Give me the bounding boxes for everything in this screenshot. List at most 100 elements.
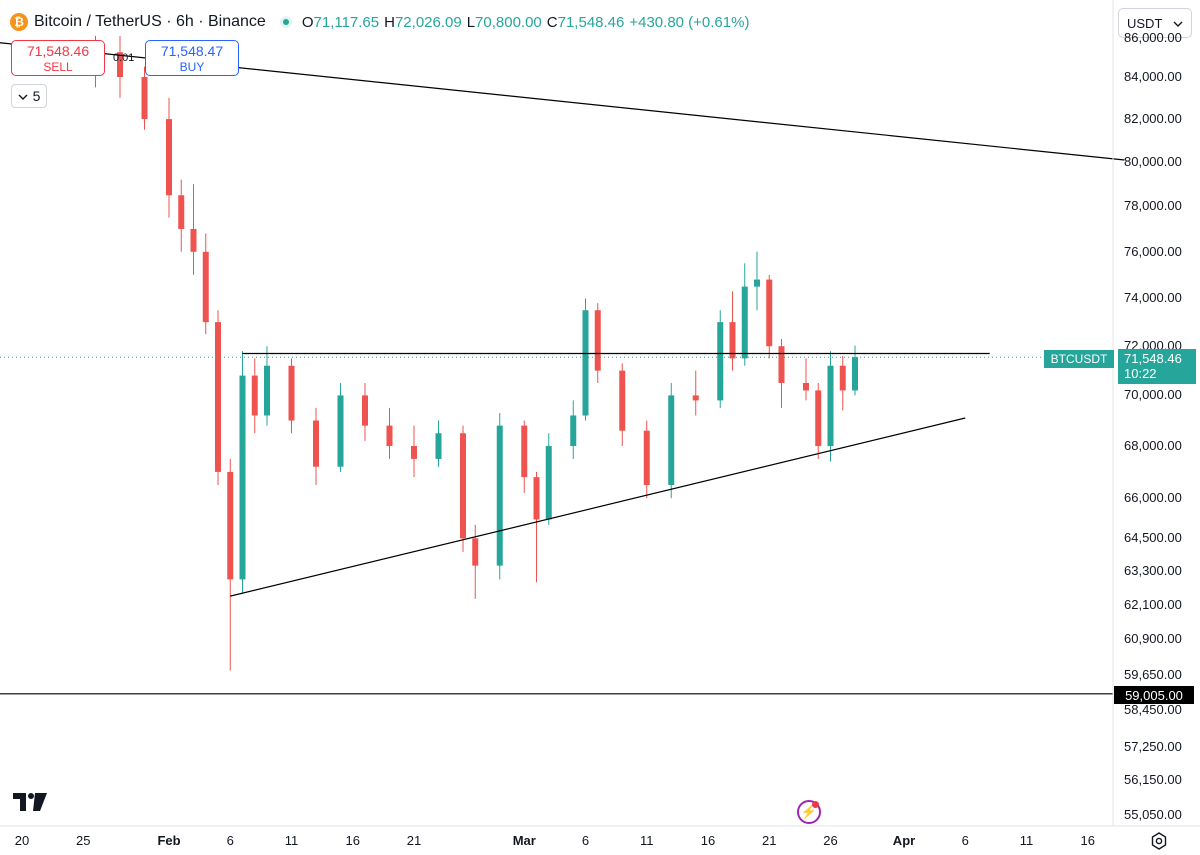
candle [227,458,234,671]
candle [668,382,675,499]
symbol-header[interactable]: ₿ Bitcoin / TetherUS · 6h · Binance O 71,… [10,10,749,34]
candle [521,420,528,493]
price-tick-label: 59,650.00 [1124,666,1182,682]
price-tick-label: 56,150.00 [1124,772,1182,788]
price-tick-label: 55,050.00 [1124,807,1182,822]
candle-body [313,420,319,467]
candle-body [472,538,479,566]
bar-countdown: 10:22 [1124,366,1157,381]
chevron-down-icon [1173,16,1183,31]
candle-body [386,425,393,447]
price-tick-label: 57,250.00 [1124,738,1182,754]
candle-body [239,375,246,580]
sell-label: SELL [43,60,73,74]
candle-body [178,195,185,229]
price-tick-label: 63,300.00 [1124,563,1182,579]
candle-body [411,446,417,459]
price-tick-label: 82,000.00 [1124,111,1182,127]
candle [215,310,221,485]
time-tick-label: 26 [823,833,838,848]
candle-body [570,415,577,447]
bitcoin-coin-icon: ₿ [10,13,28,31]
candle [594,303,601,383]
gear-icon[interactable] [1150,832,1168,850]
candle [411,425,417,478]
candle-body [594,310,601,371]
candle-body [741,286,748,359]
candle [570,400,577,459]
candle [264,346,270,426]
candle [545,433,552,525]
price-tick-label: 86,000.00 [1124,30,1182,45]
candle-body [264,365,270,416]
candle [741,263,748,366]
time-tick-label: 21 [762,833,777,848]
close-label: C [546,13,558,31]
last-price: 71,548.46 [1124,351,1182,366]
low-value: 70,800.00 [475,13,542,31]
candle-body [251,375,258,416]
tradingview-logo-icon[interactable] [13,793,47,816]
time-tick-label: 11 [284,833,299,848]
last-price-badge: 71,548.46 10:22 [1118,349,1196,384]
candle [839,355,846,411]
candle-body [337,395,344,467]
candle-body [141,77,148,120]
candle [313,407,319,485]
price-tick-label: 76,000.00 [1124,243,1182,259]
candle [533,471,540,583]
horizontal-line-price-badge: 59,005.00 [1114,686,1194,704]
orders-count: 5 [32,88,41,104]
candle [692,370,699,416]
close-value: 71,548.46 [557,13,625,31]
candle [460,425,466,552]
price-tick-label: 68,000.00 [1124,438,1182,454]
candle [239,351,246,594]
trendline-ascending-support[interactable] [230,417,966,597]
candle [754,251,760,311]
open-value: 71,117.65 [313,13,380,31]
candle [337,382,344,472]
time-tick-label: 11 [1019,833,1034,848]
candle-body [803,382,809,391]
candle [766,274,773,359]
candle-body [288,365,295,421]
open-label: O [301,13,314,31]
price-tick-label: 70,000.00 [1124,387,1182,403]
time-tick-label: 11 [640,833,654,848]
candle [643,420,650,499]
time-tick-label: Feb [157,833,181,848]
candle-body [643,430,650,485]
change-value: +430.80 (+0.61%) [629,13,750,31]
candle [582,298,589,421]
spread-value: 0.01 [113,52,135,64]
candle-body [827,365,834,447]
market-open-icon [279,16,292,28]
candle [827,351,834,462]
buy-button[interactable]: 71,548.47 BUY [145,40,239,76]
price-tick-label: 74,000.00 [1124,290,1182,306]
candle-body [766,279,773,347]
time-tick-label: 16 [1080,833,1095,848]
symbol-badge: BTCUSDT [1044,350,1114,368]
orders-toggle[interactable]: 5 [11,84,47,108]
candles-layer [92,35,858,671]
candle-body [460,433,466,539]
candle [815,382,822,459]
sell-price: 71,548.46 [26,43,90,59]
candle-body [717,322,724,401]
currency-select[interactable]: USDT [1118,8,1192,38]
candle-body [778,346,785,383]
candle [202,233,209,335]
candle-body [533,477,540,520]
time-tick-label: 6 [961,833,969,848]
candle [717,310,724,408]
sell-button[interactable]: 71,548.46 SELL [11,40,105,76]
lightning-icon[interactable]: ⚡ [797,800,821,824]
symbol-title[interactable]: Bitcoin / TetherUS · 6h · Binance [34,13,266,30]
price-tick-label: 60,900.00 [1124,630,1182,646]
candle-body [668,395,675,485]
price-tick-label: 62,100.00 [1124,596,1182,612]
candle-body [619,370,626,431]
